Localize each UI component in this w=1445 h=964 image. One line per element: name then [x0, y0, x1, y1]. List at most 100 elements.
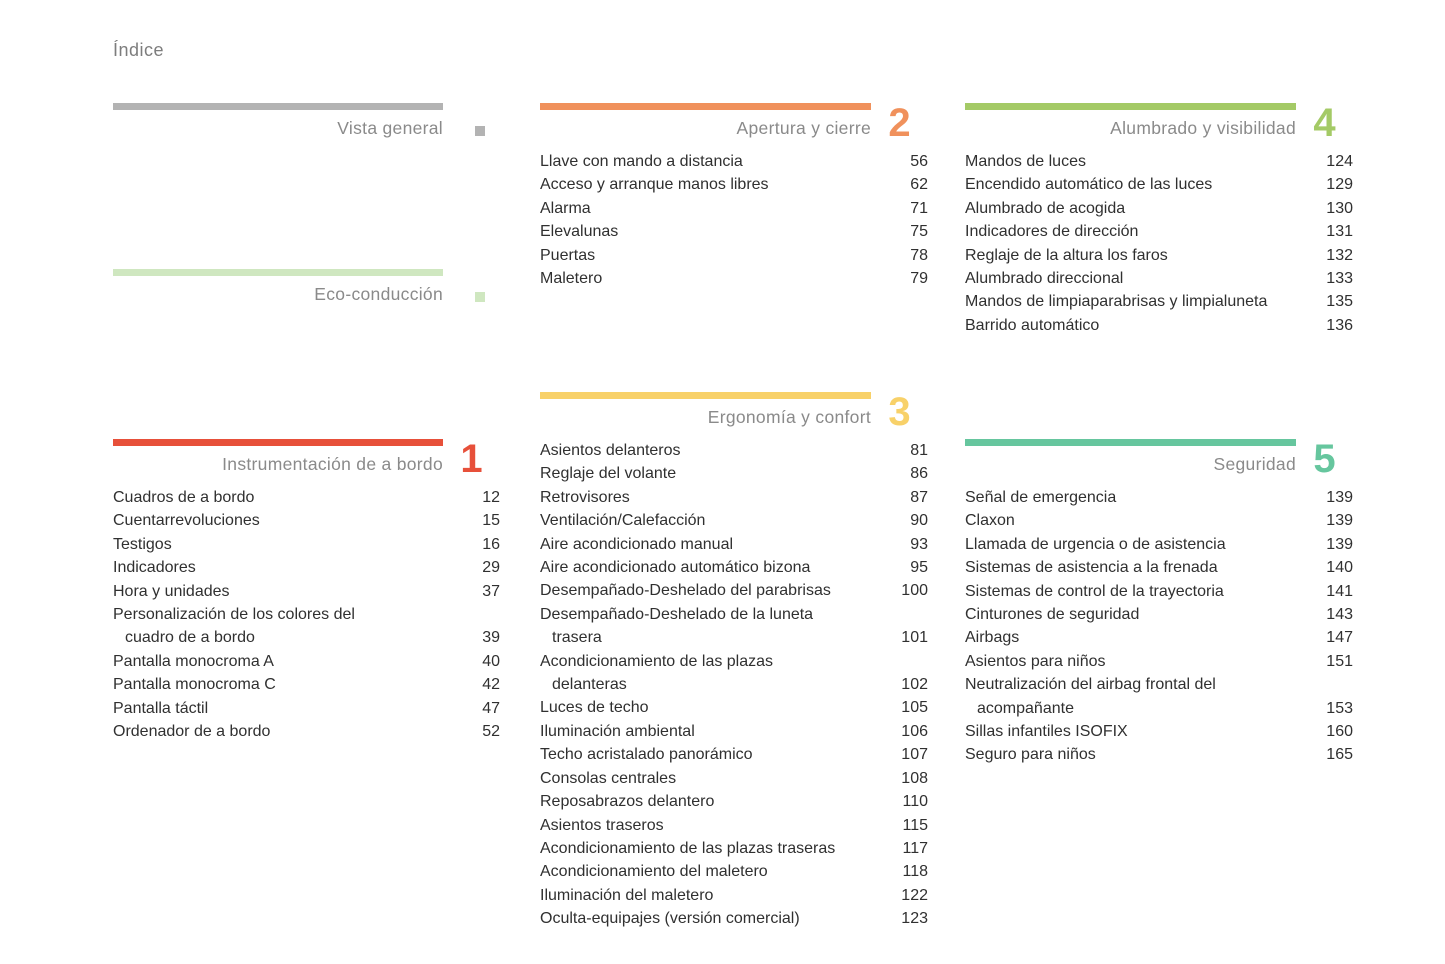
toc-item-label: Acondicionamiento del maletero — [540, 863, 768, 881]
toc-item-label: Retrovisores — [540, 488, 630, 506]
toc-item[interactable]: Techo acristalado panorámico 107 — [540, 743, 928, 766]
toc-item[interactable]: Seguro para niños 165 — [965, 743, 1353, 766]
toc-item[interactable]: Consolas centrales 108 — [540, 767, 928, 790]
section-color-bar — [965, 439, 1296, 446]
toc-item-page-number: 151 — [1326, 652, 1353, 670]
section-title: Apertura y cierre — [736, 118, 871, 138]
toc-item[interactable]: Reposabrazos delantero 110 — [540, 790, 928, 813]
section-item-list: Cuadros de a bordo 12 Cuentarrevolucione… — [113, 486, 500, 743]
toc-item-page-number: 136 — [1326, 316, 1353, 334]
toc-item[interactable]: Maletero 79 — [540, 267, 928, 290]
toc-item-page-number: 131 — [1326, 223, 1353, 241]
toc-item[interactable]: Encendido automático de las luces 129 — [965, 173, 1353, 196]
toc-item-label: Pantalla monocroma A — [113, 652, 274, 670]
toc-item[interactable]: Acceso y arranque manos libres 62 — [540, 173, 928, 196]
toc-item-page-number: 102 — [901, 676, 928, 694]
section-number: 4 — [1313, 101, 1336, 145]
toc-item[interactable]: Señal de emergencia 139 — [965, 486, 1353, 509]
toc-item[interactable]: Neutralización del airbag frontal del ac… — [965, 673, 1353, 720]
toc-item[interactable]: Aire acondicionado manual 93 — [540, 533, 928, 556]
toc-item[interactable]: Retrovisores 87 — [540, 486, 928, 509]
toc-item[interactable]: Indicadores de dirección 131 — [965, 220, 1353, 243]
toc-item-label: Sistemas de control de la trayectoria — [965, 582, 1224, 600]
toc-item-page-number: 16 — [482, 535, 500, 553]
toc-item[interactable]: Testigos 16 — [113, 533, 500, 556]
toc-item-label: Asientos para niños — [965, 652, 1106, 670]
toc-item[interactable]: Ventilación/Calefacción 90 — [540, 509, 928, 532]
toc-item[interactable]: Mandos de limpiaparabrisas y limpialunet… — [965, 290, 1353, 313]
toc-item[interactable]: Llave con mando a distancia 56 — [540, 150, 928, 173]
toc-item-page-number: 81 — [910, 442, 928, 459]
toc-item-label: Desempañado-Deshelado del parabrisas — [540, 582, 831, 600]
toc-item-label: Acceso y arranque manos libres — [540, 176, 769, 194]
toc-item[interactable]: Hora y unidades 37 — [113, 580, 500, 603]
toc-item-page-number: 105 — [901, 699, 928, 717]
toc-item-label: Hora y unidades — [113, 582, 230, 600]
toc-item[interactable]: Alarma 71 — [540, 197, 928, 220]
toc-item[interactable]: Puertas 78 — [540, 244, 928, 267]
section-title: Eco-conducción — [314, 284, 443, 304]
toc-item[interactable]: Iluminación ambiental 106 — [540, 720, 928, 743]
toc-item[interactable]: Elevalunas 75 — [540, 220, 928, 243]
toc-item[interactable]: Cinturones de seguridad 143 — [965, 603, 1353, 626]
toc-item-page-number: 139 — [1326, 535, 1353, 553]
toc-item[interactable]: Indicadores 29 — [113, 556, 500, 579]
toc-item[interactable]: Cuadros de a bordo 12 — [113, 486, 500, 509]
toc-item-page-number: 135 — [1326, 293, 1353, 311]
toc-item[interactable]: Acondicionamiento de las plazas delanter… — [540, 650, 928, 697]
toc-item-page-number: 47 — [482, 699, 500, 717]
toc-item[interactable]: Personalización de los colores del cuadr… — [113, 603, 500, 650]
section-title: Alumbrado y visibilidad — [1110, 118, 1296, 138]
toc-item-page-number: 101 — [901, 629, 928, 647]
toc-item-page-number: 132 — [1326, 246, 1353, 264]
toc-item-page-number: 62 — [910, 176, 928, 194]
toc-item[interactable]: Asientos traseros 115 — [540, 814, 928, 837]
section-title: Vista general — [337, 118, 443, 138]
toc-item[interactable]: Oculta-equipajes (versión comercial) 123 — [540, 907, 928, 930]
toc-item[interactable]: Iluminación del maletero 122 — [540, 884, 928, 907]
toc-item-label: Iluminación del maletero — [540, 886, 714, 904]
toc-item[interactable]: Sillas infantiles ISOFIX 160 — [965, 720, 1353, 743]
toc-item[interactable]: Asientos delanteros 81 — [540, 439, 928, 462]
toc-item[interactable]: Pantalla monocroma A 40 — [113, 650, 500, 673]
toc-item[interactable]: Pantalla monocroma C 42 — [113, 673, 500, 696]
toc-item[interactable]: Pantalla táctil 47 — [113, 697, 500, 720]
toc-item[interactable]: Ordenador de a bordo 52 — [113, 720, 500, 743]
toc-item-page-number: 86 — [910, 465, 928, 483]
toc-item-page-number: 40 — [482, 652, 500, 670]
toc-item[interactable]: Aire acondicionado automático bizona 95 — [540, 556, 928, 579]
toc-item[interactable]: Sistemas de asistencia a la frenada 140 — [965, 556, 1353, 579]
toc-item[interactable]: Sistemas de control de la trayectoria 14… — [965, 580, 1353, 603]
toc-item-label: Neutralización del airbag frontal del ac… — [965, 676, 1216, 717]
toc-item[interactable]: Airbags 147 — [965, 626, 1353, 649]
toc-item-label: Testigos — [113, 535, 172, 553]
toc-item-label: Acondicionamiento de las plazas traseras — [540, 839, 836, 857]
toc-item[interactable]: Alumbrado direccional 133 — [965, 267, 1353, 290]
toc-item-page-number: 143 — [1326, 606, 1353, 624]
toc-item[interactable]: Acondicionamiento del maletero 118 — [540, 860, 928, 883]
toc-item[interactable]: Barrido automático 136 — [965, 314, 1353, 337]
toc-item[interactable]: Luces de techo 105 — [540, 696, 928, 719]
toc-item[interactable]: Asientos para niños 151 — [965, 650, 1353, 673]
toc-item-label: Personalización de los colores del cuadr… — [113, 606, 355, 647]
toc-item[interactable]: Acondicionamiento de las plazas traseras… — [540, 837, 928, 860]
section-title: Ergonomía y confort — [707, 407, 871, 427]
toc-item[interactable]: Reglaje de la altura los faros 132 — [965, 244, 1353, 267]
toc-item-label: Airbags — [965, 629, 1020, 647]
toc-item[interactable]: Cuentarrevoluciones 15 — [113, 509, 500, 532]
toc-item-page-number: 12 — [482, 489, 500, 506]
toc-item-label: Reglaje del volante — [540, 465, 677, 483]
toc-item-label: Consolas centrales — [540, 769, 677, 787]
toc-item-page-number: 123 — [901, 910, 928, 928]
toc-item[interactable]: Alumbrado de acogida 130 — [965, 197, 1353, 220]
toc-item[interactable]: Mandos de luces 124 — [965, 150, 1353, 173]
toc-item[interactable]: Desempañado-Deshelado de la luneta trase… — [540, 603, 928, 650]
toc-item-label: Luces de techo — [540, 699, 649, 717]
section-item-list: Señal de emergencia 139 Claxon 139 Llama… — [965, 486, 1353, 767]
toc-item-page-number: 108 — [901, 769, 928, 787]
toc-item[interactable]: Desempañado-Deshelado del parabrisas 100 — [540, 579, 928, 602]
toc-item[interactable]: Llamada de urgencia o de asistencia 139 — [965, 533, 1353, 556]
toc-item[interactable]: Claxon 139 — [965, 509, 1353, 532]
toc-item[interactable]: Reglaje del volante 86 — [540, 462, 928, 485]
toc-item-page-number: 153 — [1326, 699, 1353, 717]
